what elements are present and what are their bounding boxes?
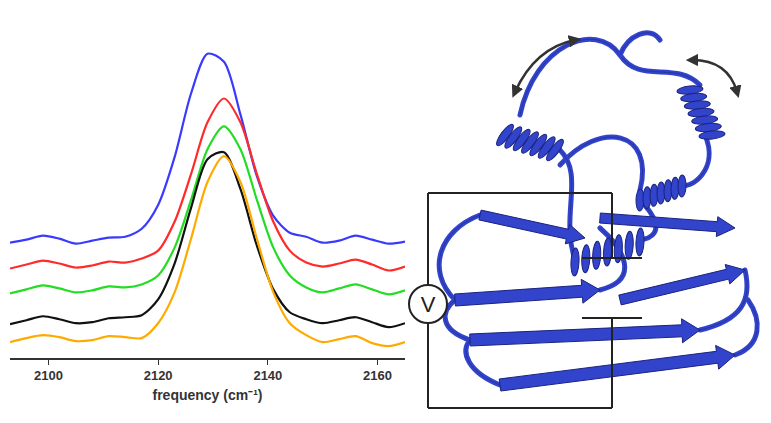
svg-text:2120: 2120 xyxy=(144,368,173,383)
svg-text:2140: 2140 xyxy=(253,368,282,383)
svg-text:2100: 2100 xyxy=(34,368,63,383)
svg-text:V: V xyxy=(421,292,436,317)
svg-text:frequency (cm⁻¹): frequency (cm⁻¹) xyxy=(152,387,262,403)
svg-text:2160: 2160 xyxy=(363,368,392,383)
